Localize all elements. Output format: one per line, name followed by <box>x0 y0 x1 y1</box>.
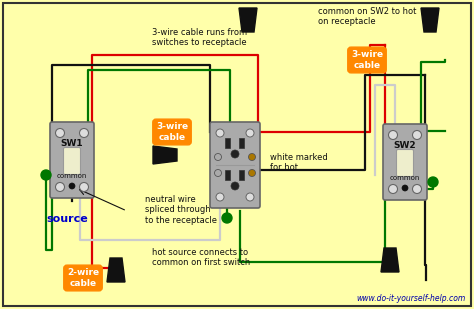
Circle shape <box>216 129 224 137</box>
Text: 3-wire
cable: 3-wire cable <box>351 50 383 70</box>
Circle shape <box>246 129 254 137</box>
FancyBboxPatch shape <box>396 150 413 176</box>
FancyBboxPatch shape <box>239 170 244 180</box>
Polygon shape <box>239 8 257 32</box>
Polygon shape <box>153 146 177 164</box>
Text: SW1: SW1 <box>61 139 83 149</box>
Circle shape <box>248 154 255 160</box>
FancyBboxPatch shape <box>225 138 230 148</box>
Circle shape <box>216 193 224 201</box>
Text: common on SW2 to hot
on receptacle: common on SW2 to hot on receptacle <box>318 7 416 26</box>
Circle shape <box>428 177 438 187</box>
Circle shape <box>215 154 221 160</box>
FancyBboxPatch shape <box>50 122 94 198</box>
Circle shape <box>389 130 398 139</box>
Circle shape <box>215 170 221 176</box>
Text: common: common <box>390 175 420 181</box>
Circle shape <box>55 183 64 192</box>
Circle shape <box>80 183 89 192</box>
FancyBboxPatch shape <box>383 124 427 200</box>
FancyBboxPatch shape <box>64 147 81 175</box>
Circle shape <box>69 183 75 189</box>
Circle shape <box>246 193 254 201</box>
Polygon shape <box>421 8 439 32</box>
Polygon shape <box>107 258 125 282</box>
Circle shape <box>231 150 239 158</box>
Text: neutral wire
spliced through
to the receptacle: neutral wire spliced through to the rece… <box>145 195 217 225</box>
Text: 2-wire
cable: 2-wire cable <box>67 268 99 288</box>
Text: common: common <box>57 173 87 179</box>
Text: white marked
for hot: white marked for hot <box>270 153 328 172</box>
Circle shape <box>55 129 64 138</box>
FancyBboxPatch shape <box>225 170 230 180</box>
Circle shape <box>389 184 398 193</box>
Text: 3-wire
cable: 3-wire cable <box>156 122 188 142</box>
Circle shape <box>248 170 255 176</box>
Text: www.do-it-yourself-help.com: www.do-it-yourself-help.com <box>357 294 466 303</box>
Circle shape <box>402 185 408 191</box>
Circle shape <box>412 130 421 139</box>
Circle shape <box>222 213 232 223</box>
Text: SW2: SW2 <box>394 142 416 150</box>
Circle shape <box>412 184 421 193</box>
Circle shape <box>41 170 51 180</box>
FancyBboxPatch shape <box>210 122 260 208</box>
FancyBboxPatch shape <box>239 138 244 148</box>
Circle shape <box>231 182 239 190</box>
Text: source: source <box>46 214 88 224</box>
Text: 3-wire cable runs from
switches to receptacle: 3-wire cable runs from switches to recep… <box>152 28 247 47</box>
Circle shape <box>80 129 89 138</box>
Polygon shape <box>381 248 399 272</box>
Text: hot source connects to
common on first switch: hot source connects to common on first s… <box>152 248 250 267</box>
